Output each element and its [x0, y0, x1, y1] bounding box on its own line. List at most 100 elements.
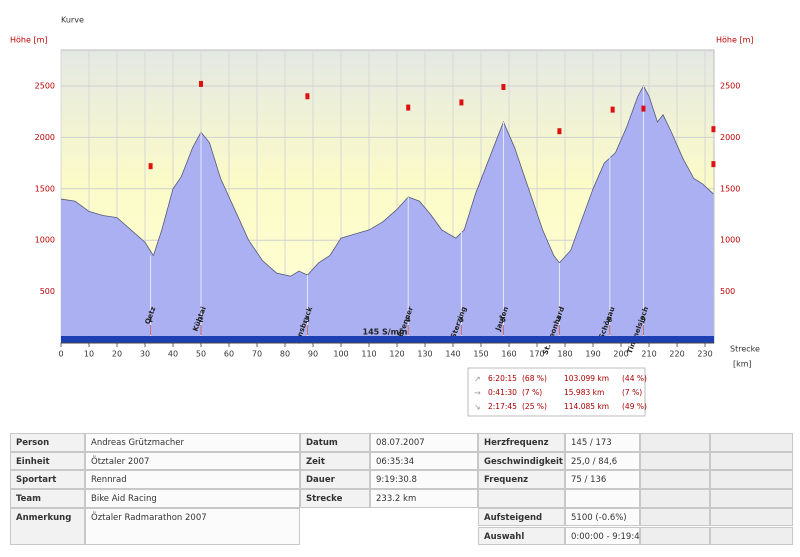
x-tick-label: 20: [112, 350, 122, 359]
x-tick-label: 210: [641, 350, 656, 359]
icon-flat: →: [474, 389, 481, 398]
table-label: Dauer: [300, 470, 370, 490]
table-value: [710, 507, 793, 527]
profile-line: [60, 85, 714, 277]
waypoint-number: 3: [305, 316, 310, 324]
waypoint-number: 4: [406, 316, 411, 324]
table-value: [710, 451, 793, 471]
table-label: Strecke: [300, 489, 370, 508]
y-axis-title: Höhe [m]: [10, 36, 47, 45]
chart: Kurve Höhe [m] Höhe [m] Strecke [km] ↗ →…: [10, 16, 760, 417]
table-value: Ötztaler 2007: [85, 451, 300, 471]
x-tick-label: 10: [84, 350, 94, 359]
table-value: Andreas Grützmacher: [85, 433, 300, 452]
band-label: 145 S/min: [363, 328, 408, 337]
summary-cell: 103.099 km: [564, 374, 609, 383]
x-tick-label: 140: [445, 350, 460, 359]
marker: [459, 99, 464, 106]
table-value: 233.2 km: [370, 489, 478, 508]
summary-cell: (44 %): [622, 374, 647, 383]
y2-tick-label: 2000: [720, 133, 740, 142]
table-value: 08.07.2007: [370, 433, 478, 452]
table-value: [710, 489, 793, 508]
x-tick-label: 120: [389, 350, 404, 359]
table-value: 06:35:34: [370, 451, 478, 471]
waypoint-number: 2: [199, 316, 204, 324]
x-tick-label: 0: [58, 350, 63, 359]
marker: [501, 84, 506, 91]
marker: [199, 80, 204, 87]
table-value: 75 / 136: [565, 470, 640, 490]
marker: [148, 163, 153, 170]
x-axis-unit: [km]: [733, 360, 752, 369]
table-value: Rennrad: [85, 470, 300, 490]
table-value: [710, 526, 793, 546]
waypoint-number: 7: [557, 316, 562, 324]
y-tick-label: 1500: [35, 184, 55, 193]
table-label: Anmerkung: [10, 507, 85, 546]
table-label: Einheit: [10, 451, 85, 471]
table-label: Geschwindigkeit: [478, 451, 565, 471]
summary-cell: (7 %): [522, 388, 542, 397]
table-label: [640, 507, 710, 527]
x-axis-title: Strecke: [730, 345, 760, 354]
x-tick-label: 70: [252, 350, 262, 359]
table-value: [565, 489, 640, 508]
x-tick-label: 200: [613, 350, 628, 359]
table-label: Sportart: [10, 470, 85, 490]
table-value: 145 / 173: [565, 433, 640, 452]
icon-down: ↘: [474, 403, 481, 412]
table-label: Datum: [300, 433, 370, 452]
table-label: Team: [10, 489, 85, 508]
waypoint-number: 9: [641, 316, 646, 324]
x-tick-label: 180: [557, 350, 572, 359]
table-label: Auswahl: [478, 526, 565, 546]
table-value: 9:19:30.8: [370, 470, 478, 490]
table-value: Öztaler Radmarathon 2007: [85, 507, 300, 546]
y2-tick-label: 1500: [720, 184, 740, 193]
x-tick-label: 230: [697, 350, 712, 359]
x-tick-label: 80: [280, 350, 290, 359]
y2-tick-label: 500: [720, 287, 735, 296]
table-value: 5100 (-0.6%): [565, 507, 640, 527]
table-value: 0:00:00 - 9:19:45 (9:19:45.0): [565, 526, 695, 546]
summary-box: ↗ → ↘ 6:20:15 (68 %) 103.099 km (44 %) 0:41:…: [467, 367, 647, 417]
marker: [406, 104, 411, 111]
summary-cell: 114.085 km: [564, 402, 609, 411]
corner-label: Kurve: [61, 16, 84, 25]
x-tick-label: 100: [333, 350, 348, 359]
marker: [557, 128, 562, 135]
table-value: [710, 433, 793, 452]
table-label: Person: [10, 433, 85, 452]
y-tick-label: 1000: [35, 236, 55, 245]
table-value: Bike Aid Racing: [85, 489, 300, 508]
table-label: [640, 470, 710, 490]
x-tick-label: 150: [473, 350, 488, 359]
waypoint-number: 5: [459, 316, 464, 324]
x-tick-label: 30: [140, 350, 150, 359]
x-tick-label: 160: [501, 350, 516, 359]
summary-cell: (7 %): [622, 388, 642, 397]
area-fill: [61, 85, 714, 343]
band: [61, 336, 714, 343]
table-label: [478, 489, 565, 508]
table-label: [640, 433, 710, 452]
marker: [641, 105, 646, 112]
y-tick-label: 2500: [35, 81, 55, 90]
table-label: Aufsteigend: [478, 507, 565, 527]
x-tick-label: 220: [669, 350, 684, 359]
waypoint-number: 8: [607, 316, 612, 324]
table-label: [640, 489, 710, 508]
x-tick-label: 170: [529, 350, 544, 359]
summary-cell: 2:17:45: [488, 402, 517, 411]
x-tick-label: 40: [168, 350, 178, 359]
x-tick-label: 190: [585, 350, 600, 359]
table-label: Frequenz: [478, 470, 565, 490]
x-tick-label: 130: [417, 350, 432, 359]
waypoint-number: 6: [501, 316, 506, 324]
table-label: Zeit: [300, 451, 370, 471]
y2-axis-title: Höhe [m]: [716, 36, 753, 45]
table-value: [710, 470, 793, 490]
table-value: 25,0 / 84,6: [565, 451, 640, 471]
